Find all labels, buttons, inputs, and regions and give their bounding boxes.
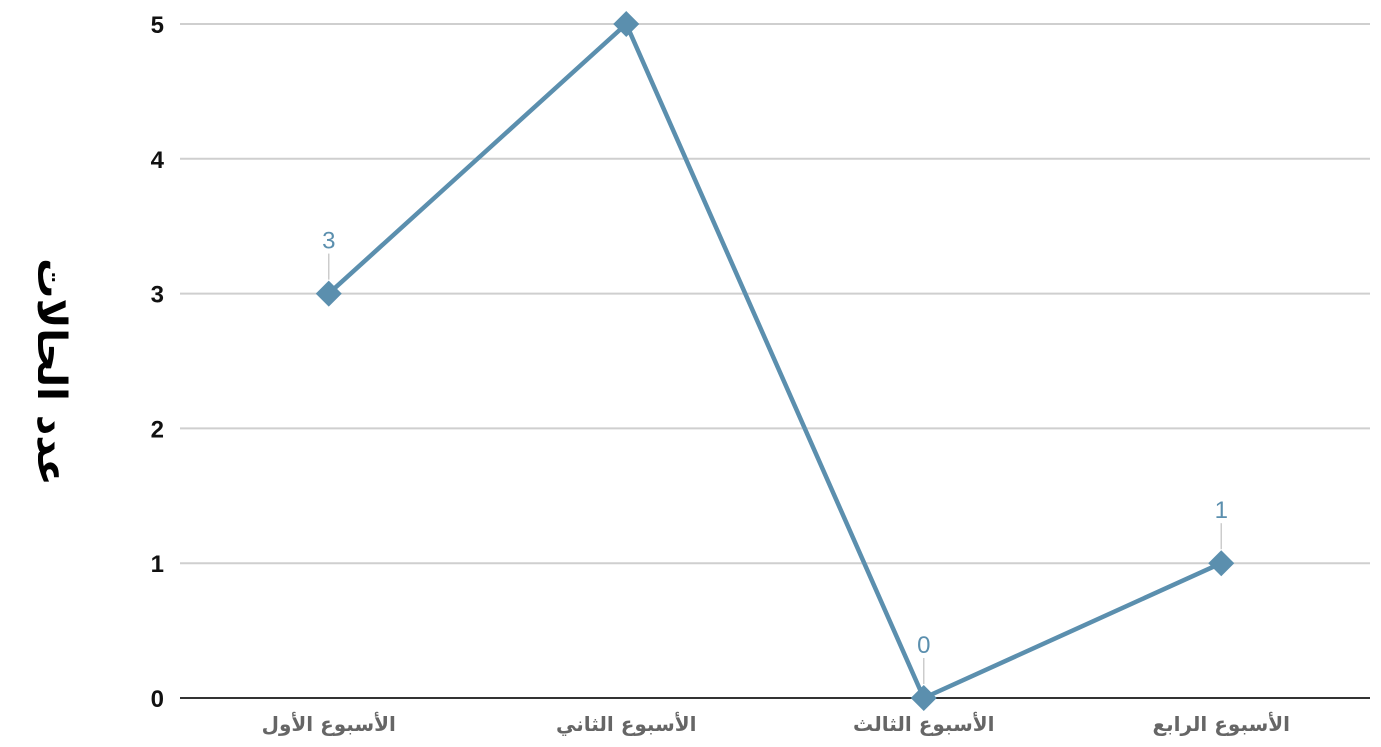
data-labels: 3 0 1 bbox=[322, 228, 1228, 684]
series-line-1 bbox=[326, 21, 1224, 701]
y-tick-label-4: 4 bbox=[151, 147, 165, 174]
y-axis-ticks: 0 1 2 3 4 5 bbox=[151, 12, 165, 713]
grid-lines bbox=[180, 23, 1370, 699]
y-axis-label: عدد الحالات bbox=[28, 258, 74, 485]
data-label-4: 1 bbox=[1215, 497, 1228, 524]
data-point-3 bbox=[910, 685, 937, 711]
data-point-1 bbox=[315, 280, 342, 307]
data-point-4 bbox=[1208, 550, 1235, 577]
data-label-3: 0 bbox=[917, 632, 930, 659]
y-tick-label-5: 5 bbox=[151, 12, 164, 39]
series-layer bbox=[315, 11, 1235, 711]
x-tick-label-3: الأسبوع الثالث bbox=[853, 711, 994, 736]
data-label-1: 3 bbox=[322, 228, 335, 255]
y-tick-label-2: 2 bbox=[151, 416, 164, 443]
y-tick-label-0: 0 bbox=[151, 686, 164, 713]
x-tick-label-1: الأسبوع الأول bbox=[262, 711, 396, 736]
x-tick-label-2: الأسبوع الثاني bbox=[556, 711, 697, 737]
data-point-2 bbox=[613, 11, 640, 37]
x-axis-ticks: الأسبوع الأول الأسبوع الثاني الأسبوع الثال… bbox=[262, 711, 1290, 737]
y-tick-label-1: 1 bbox=[151, 551, 164, 578]
x-tick-label-4: الأسبوع الرابع bbox=[1152, 711, 1290, 736]
y-tick-label-3: 3 bbox=[151, 282, 164, 309]
